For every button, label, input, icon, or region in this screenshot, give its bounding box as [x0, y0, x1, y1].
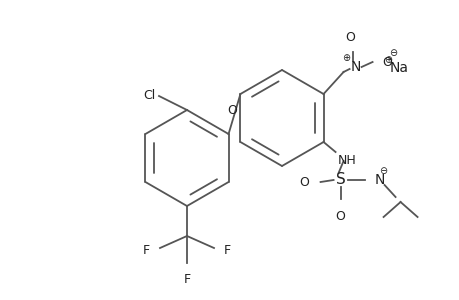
Text: O: O — [382, 56, 392, 68]
Text: Na: Na — [389, 61, 408, 75]
Text: F: F — [224, 244, 230, 257]
Text: N: N — [350, 60, 360, 74]
Text: Cl: Cl — [143, 88, 156, 101]
Text: O: O — [299, 176, 309, 188]
Text: F: F — [183, 273, 190, 286]
Text: O: O — [345, 31, 355, 44]
Text: N: N — [374, 173, 384, 187]
Text: O: O — [227, 104, 237, 118]
Text: ⊕: ⊕ — [342, 53, 350, 63]
Text: S: S — [335, 172, 345, 188]
Text: F: F — [143, 244, 150, 257]
Text: ⊖: ⊖ — [389, 48, 397, 58]
Text: ⊖: ⊖ — [379, 166, 387, 176]
Text: NH: NH — [337, 154, 356, 167]
Text: O: O — [335, 210, 345, 223]
Text: ⊕: ⊕ — [383, 55, 391, 65]
